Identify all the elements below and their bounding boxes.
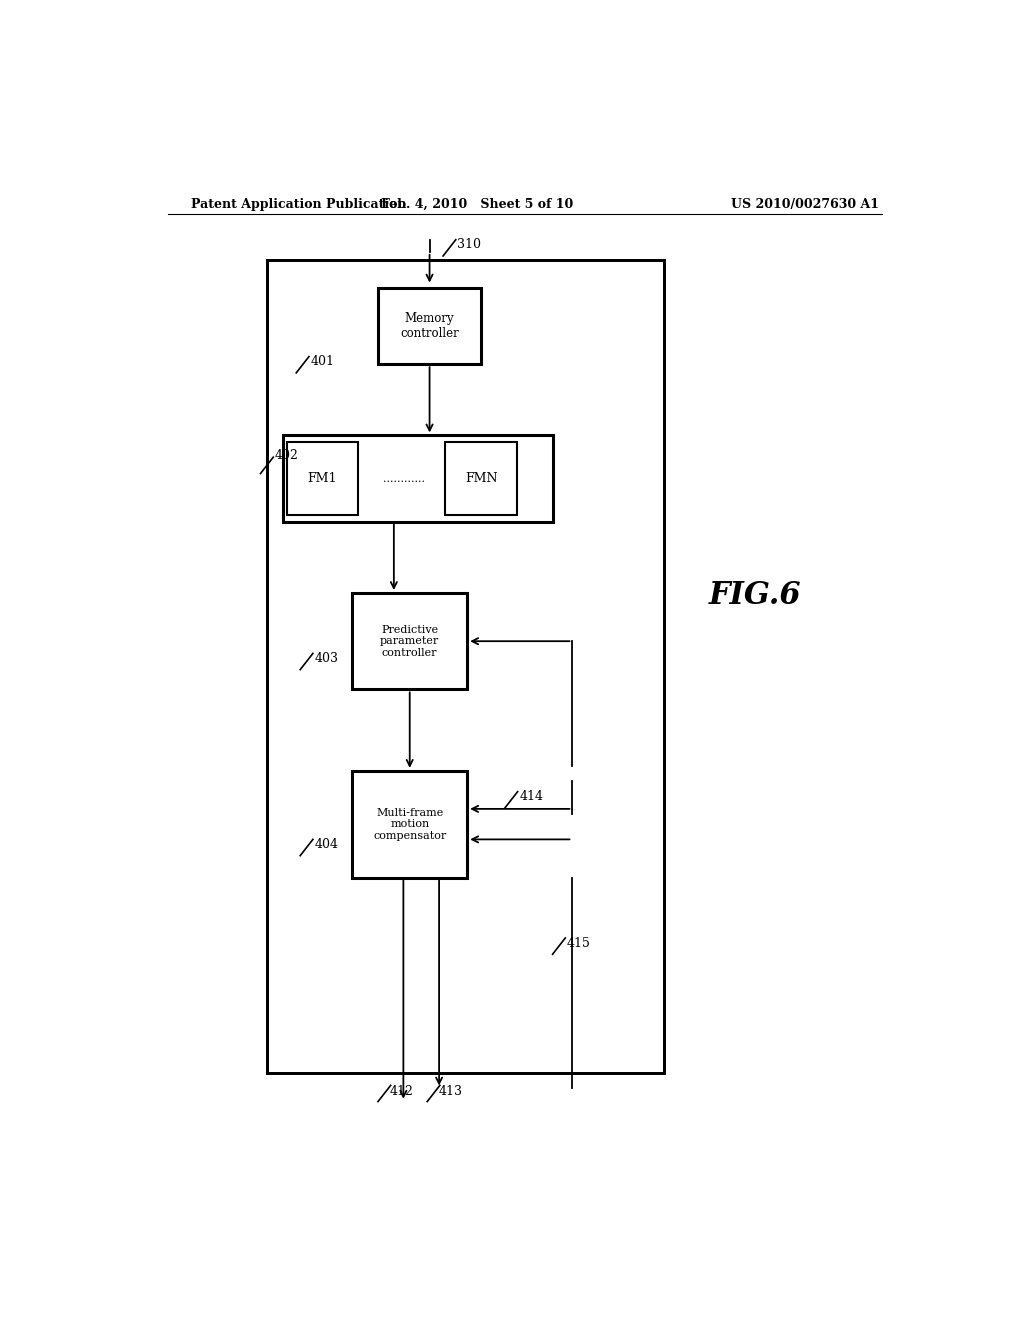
Text: 404: 404 xyxy=(314,838,339,851)
Bar xyxy=(267,260,664,1073)
Text: Patent Application Publication: Patent Application Publication xyxy=(191,198,407,211)
Text: 402: 402 xyxy=(274,449,299,462)
Text: 413: 413 xyxy=(439,1085,463,1098)
Bar xyxy=(352,771,467,878)
Bar xyxy=(287,442,358,515)
Bar xyxy=(445,442,517,515)
Text: 415: 415 xyxy=(567,937,591,949)
Text: 403: 403 xyxy=(314,652,339,665)
Text: Predictive
parameter
controller: Predictive parameter controller xyxy=(380,624,439,657)
Text: FM1: FM1 xyxy=(307,473,337,484)
Text: 310: 310 xyxy=(458,239,481,251)
Bar xyxy=(283,436,553,521)
Text: 401: 401 xyxy=(310,355,335,368)
Bar xyxy=(267,260,664,1073)
Text: Memory
controller: Memory controller xyxy=(400,312,459,341)
Text: FMN: FMN xyxy=(465,473,498,484)
Text: Multi-frame
motion
compensator: Multi-frame motion compensator xyxy=(373,808,446,841)
Text: US 2010/0027630 A1: US 2010/0027630 A1 xyxy=(731,198,880,211)
Text: FIG.6: FIG.6 xyxy=(709,579,801,611)
Text: ............: ............ xyxy=(383,474,425,483)
Text: 414: 414 xyxy=(519,791,544,803)
Bar xyxy=(352,593,467,689)
Bar xyxy=(378,288,481,364)
Text: Feb. 4, 2010   Sheet 5 of 10: Feb. 4, 2010 Sheet 5 of 10 xyxy=(381,198,573,211)
Text: 412: 412 xyxy=(390,1085,414,1098)
